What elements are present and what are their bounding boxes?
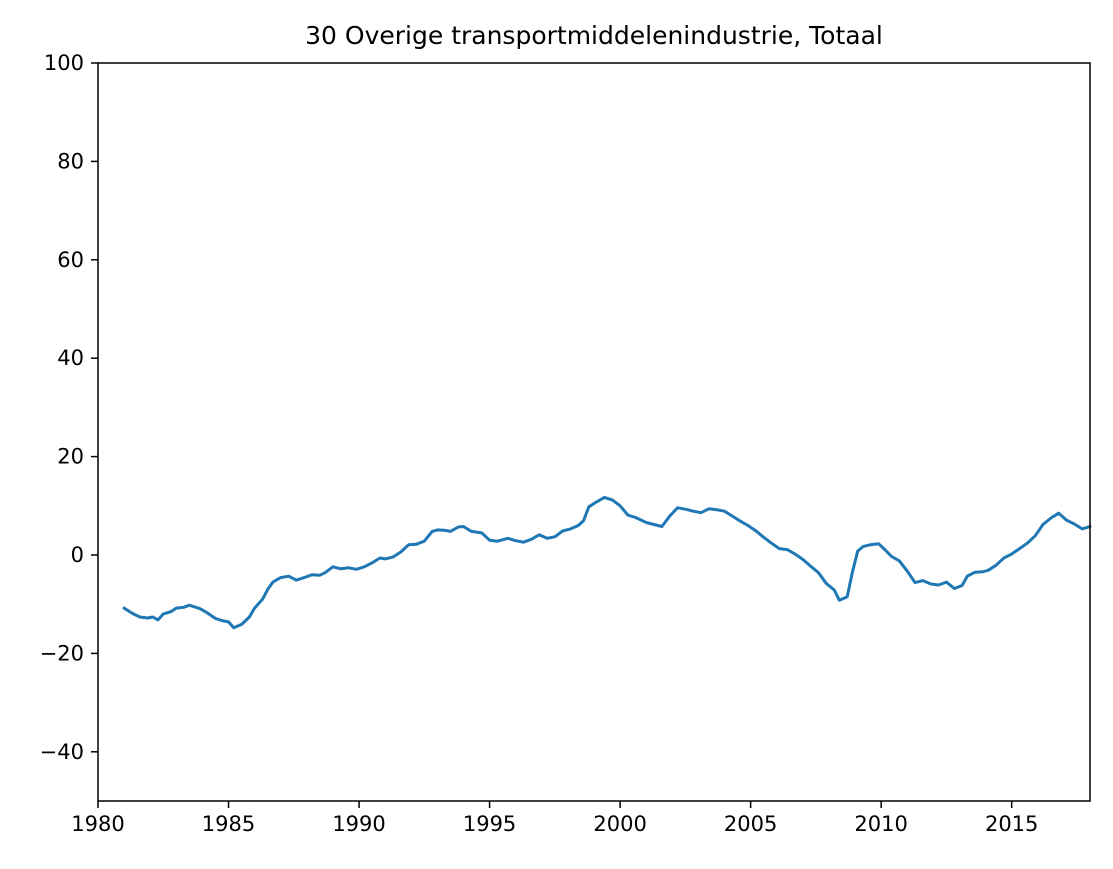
y-tick-label: 60 bbox=[57, 248, 84, 272]
x-tick-label: 2000 bbox=[593, 812, 646, 836]
x-axis: 1980 1985 1990 1995 2000 2005 2010 2015 bbox=[71, 801, 1038, 836]
y-tick-label: 40 bbox=[57, 346, 84, 370]
x-tick-label: 2010 bbox=[854, 812, 907, 836]
series-line bbox=[122, 495, 1092, 630]
y-axis: −40 −20 0 20 40 60 80 100 bbox=[40, 51, 98, 764]
y-tick-label: 20 bbox=[57, 445, 84, 469]
x-tick-label: 2015 bbox=[985, 812, 1038, 836]
x-tick-label: 1985 bbox=[202, 812, 255, 836]
y-tick-label: 80 bbox=[57, 149, 84, 173]
y-tick-label: −20 bbox=[40, 641, 84, 665]
y-tick-label: 0 bbox=[71, 543, 84, 567]
series-layer bbox=[122, 495, 1092, 630]
x-tick-label: 1995 bbox=[463, 812, 516, 836]
x-tick-label: 2005 bbox=[724, 812, 777, 836]
x-tick-label: 1990 bbox=[332, 812, 385, 836]
chart-title: 30 Overige transportmiddelenindustrie, T… bbox=[305, 21, 883, 50]
y-tick-label: −40 bbox=[40, 740, 84, 764]
y-tick-label: 100 bbox=[44, 51, 84, 75]
x-tick-label: 1980 bbox=[71, 812, 124, 836]
plot-frame bbox=[97, 62, 1091, 802]
